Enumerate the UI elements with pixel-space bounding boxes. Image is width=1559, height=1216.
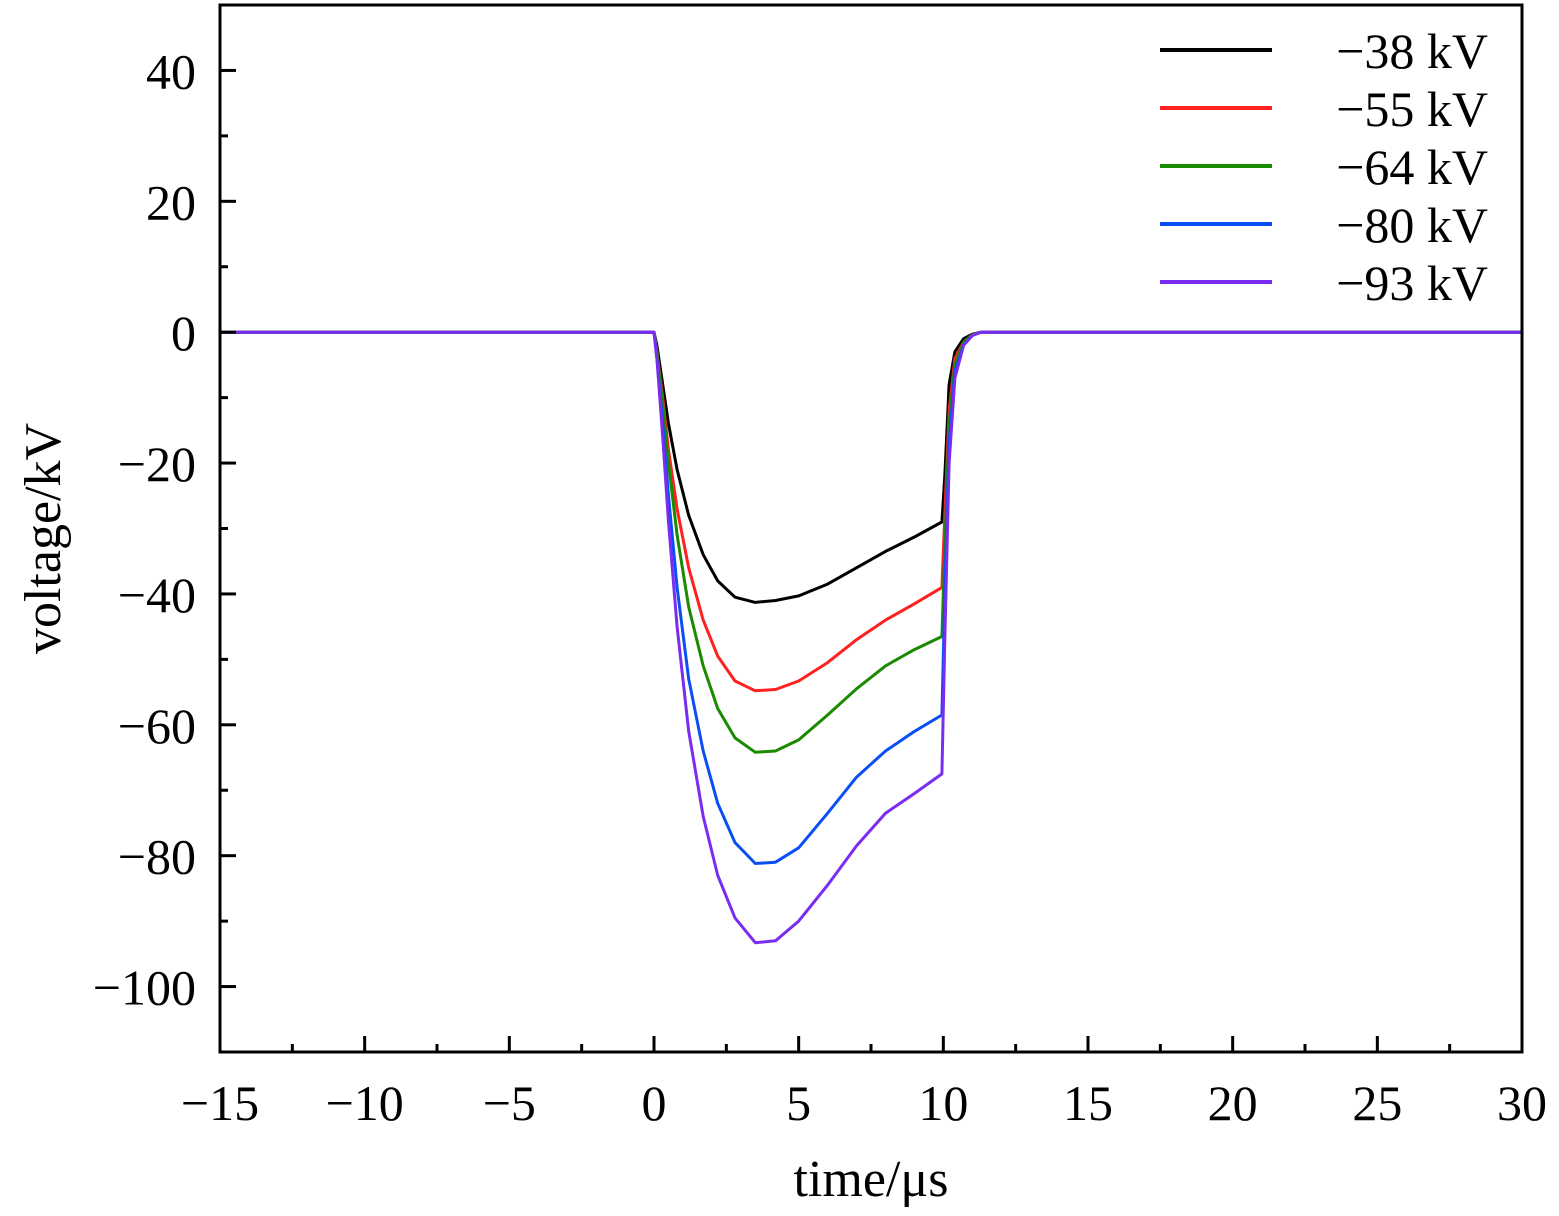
y-tick-label: −80 xyxy=(118,829,196,885)
legend: −38 kV−55 kV−64 kV−80 kV−93 kV xyxy=(1160,23,1488,311)
legend-label: −80 kV xyxy=(1336,197,1488,253)
x-tick-label: 5 xyxy=(786,1075,811,1131)
legend-item: −64 kV xyxy=(1160,139,1488,195)
y-tick-label: 20 xyxy=(146,174,196,230)
y-tick-label: −100 xyxy=(93,960,196,1016)
y-axis-title: voltage/kV xyxy=(15,423,72,654)
x-axis-ticks: −15 −10 −5 0 5 10 15 20 25 30 xyxy=(181,1036,1547,1131)
x-tick-label: 30 xyxy=(1497,1075,1547,1131)
legend-label: −93 kV xyxy=(1336,255,1488,311)
legend-label: −38 kV xyxy=(1336,23,1488,79)
x-tick-label: −15 xyxy=(181,1075,259,1131)
x-tick-label: 20 xyxy=(1208,1075,1258,1131)
series-line-3 xyxy=(218,330,1524,865)
y-tick-label: 0 xyxy=(171,305,196,361)
x-tick-label: 0 xyxy=(642,1075,667,1131)
series-line-2 xyxy=(218,330,1524,754)
y-axis-ticks: 40 20 0 −20 −40 −60 −80 −100 xyxy=(93,43,236,1016)
x-tick-label: 10 xyxy=(918,1075,968,1131)
y-tick-label: −20 xyxy=(118,436,196,492)
legend-item: −80 kV xyxy=(1160,197,1488,253)
legend-item: −38 kV xyxy=(1160,23,1488,79)
y-tick-label: −40 xyxy=(118,567,196,623)
legend-label: −55 kV xyxy=(1336,81,1488,137)
x-tick-label: −5 xyxy=(483,1075,536,1131)
y-tick-label: 40 xyxy=(146,43,196,99)
x-tick-label: −10 xyxy=(326,1075,404,1131)
x-axis-title: time/μs xyxy=(794,1151,949,1208)
x-tick-label: 25 xyxy=(1352,1075,1402,1131)
x-tick-label: 15 xyxy=(1063,1075,1113,1131)
legend-item: −93 kV xyxy=(1160,255,1488,311)
series-group xyxy=(218,330,1524,945)
series-line-0 xyxy=(218,330,1524,604)
y-tick-label: −60 xyxy=(118,698,196,754)
legend-item: −55 kV xyxy=(1160,81,1488,137)
legend-label: −64 kV xyxy=(1336,139,1488,195)
series-line-4 xyxy=(218,330,1524,945)
